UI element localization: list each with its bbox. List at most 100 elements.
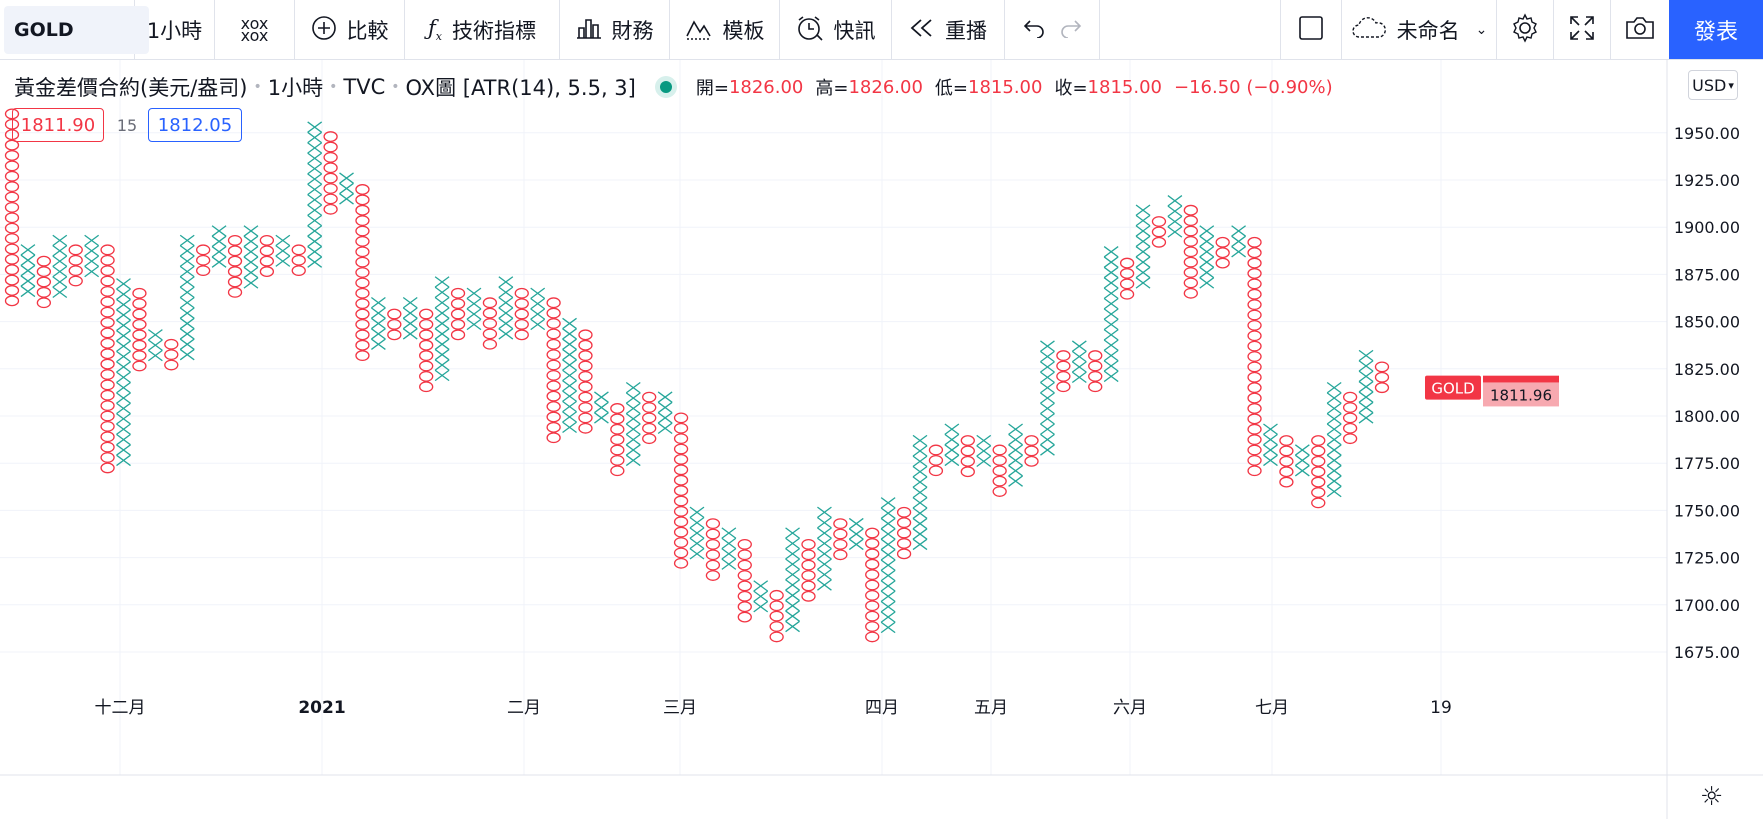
- o-box: [355, 235, 370, 247]
- o-column: [1247, 236, 1262, 477]
- x-box: [880, 549, 896, 561]
- x-box: [1071, 350, 1087, 363]
- o-box: [992, 444, 1007, 456]
- o-box: [865, 558, 880, 570]
- x-box: [1199, 256, 1215, 268]
- x-column: [1358, 349, 1374, 424]
- settings-button[interactable]: [1497, 0, 1554, 60]
- price-tick-label: 1800.00: [1674, 407, 1740, 426]
- alerts-label: 快訊: [833, 19, 876, 43]
- x-box: [562, 348, 577, 361]
- symbol-input[interactable]: GOLD: [4, 6, 149, 54]
- o-box: [100, 420, 115, 432]
- layout-name-button[interactable]: 未命名 ⌄: [1342, 0, 1497, 60]
- o-box: [673, 537, 689, 548]
- snapshot-button[interactable]: [1611, 0, 1669, 60]
- o-box: [227, 286, 243, 298]
- redo-icon[interactable]: [1059, 18, 1083, 43]
- symbol-search[interactable]: GOLD: [0, 0, 149, 60]
- x-box: [116, 413, 131, 425]
- x-box: [817, 506, 832, 519]
- x-box: [116, 330, 131, 342]
- x-box: [147, 349, 163, 362]
- fullscreen-button[interactable]: [1554, 0, 1611, 60]
- x-column: [116, 278, 131, 467]
- x-box: [817, 527, 832, 539]
- o-column: [578, 329, 593, 434]
- x-box: [307, 194, 323, 206]
- o-box: [992, 486, 1007, 497]
- x-box: [179, 234, 195, 247]
- o-box: [705, 518, 721, 530]
- x-box: [211, 246, 227, 258]
- chart-type-button[interactable]: xox xox: [215, 0, 295, 60]
- buy-price: 1812.05: [157, 114, 233, 136]
- o-box: [36, 297, 52, 309]
- o-box: [100, 379, 115, 391]
- price-axis[interactable]: 1675.00 1700.00 1725.00 1750.00 1775.00 1800.…: [1674, 124, 1740, 662]
- o-box: [100, 400, 115, 412]
- o-column: [1374, 361, 1390, 394]
- x-box: [880, 528, 896, 540]
- o-box: [1119, 288, 1135, 300]
- x-box: [785, 558, 800, 570]
- o-box: [132, 360, 147, 372]
- sell-price-button[interactable]: 1811.90: [12, 108, 104, 142]
- x-box: [785, 579, 800, 591]
- o-box: [100, 410, 115, 422]
- undo-icon[interactable]: [1022, 18, 1046, 43]
- o-column: [1342, 391, 1358, 445]
- x-box: [307, 225, 323, 237]
- low-label: 低=: [934, 78, 969, 99]
- layout-button[interactable]: [1280, 0, 1342, 60]
- x-box: [116, 278, 131, 290]
- x-box: [1103, 256, 1119, 268]
- o-box: [546, 380, 561, 392]
- interval-button[interactable]: 1小時: [135, 0, 215, 60]
- x-box: [20, 285, 36, 298]
- price-tick-label: 1925.00: [1674, 171, 1740, 190]
- o-box: [227, 245, 243, 257]
- o-box: [1247, 288, 1262, 300]
- buy-price-button[interactable]: 1812.05: [148, 108, 242, 142]
- o-box: [355, 225, 370, 237]
- o-box: [1119, 268, 1135, 279]
- replay-button[interactable]: 重播: [892, 0, 1005, 60]
- compare-button[interactable]: 比較: [295, 0, 405, 60]
- time-tick-label: 七月: [1255, 698, 1289, 718]
- financials-button[interactable]: 財務: [560, 0, 670, 60]
- o-box: [291, 254, 306, 266]
- x-box: [1103, 287, 1119, 299]
- o-box: [1279, 476, 1294, 488]
- chevron-down-icon: ⌄: [1475, 22, 1488, 38]
- o-box: [1279, 466, 1294, 478]
- publish-button[interactable]: 發表: [1669, 0, 1763, 59]
- o-box: [100, 327, 115, 339]
- x-box: [307, 131, 323, 144]
- o-box: [1311, 497, 1326, 509]
- x-box: [1008, 454, 1023, 467]
- x-box: [1135, 266, 1151, 279]
- x-box: [116, 381, 131, 394]
- o-box: [1374, 371, 1390, 383]
- x-box: [912, 445, 928, 457]
- x-box: [179, 265, 195, 278]
- alerts-button[interactable]: 快訊: [780, 0, 892, 60]
- x-box: [116, 298, 131, 311]
- time-axis[interactable]: 十二月 2021 二月 三月 四月 五月 六月 七月 19: [95, 698, 1452, 718]
- x-box: [912, 465, 928, 478]
- chart-canvas[interactable]: 1675.00 1700.00 1725.00 1750.00 1775.00 1800.…: [0, 60, 1763, 819]
- currency-select[interactable]: USD ▾: [1688, 70, 1738, 100]
- x-box: [1263, 454, 1278, 467]
- x-box: [434, 317, 450, 330]
- axis-settings-icon[interactable]: ☼: [1700, 782, 1724, 812]
- instrument-title[interactable]: 黃金差價合約(美元/盎司): [14, 76, 248, 100]
- templates-button[interactable]: 模板: [670, 0, 780, 60]
- o-box: [1247, 434, 1262, 446]
- spread-value: 15: [116, 115, 138, 135]
- indicators-button[interactable]: ƒx 技術指標: [405, 0, 560, 60]
- x-box: [880, 611, 896, 623]
- o-box: [1247, 319, 1262, 331]
- x-box: [1135, 204, 1151, 216]
- o-box: [737, 559, 752, 571]
